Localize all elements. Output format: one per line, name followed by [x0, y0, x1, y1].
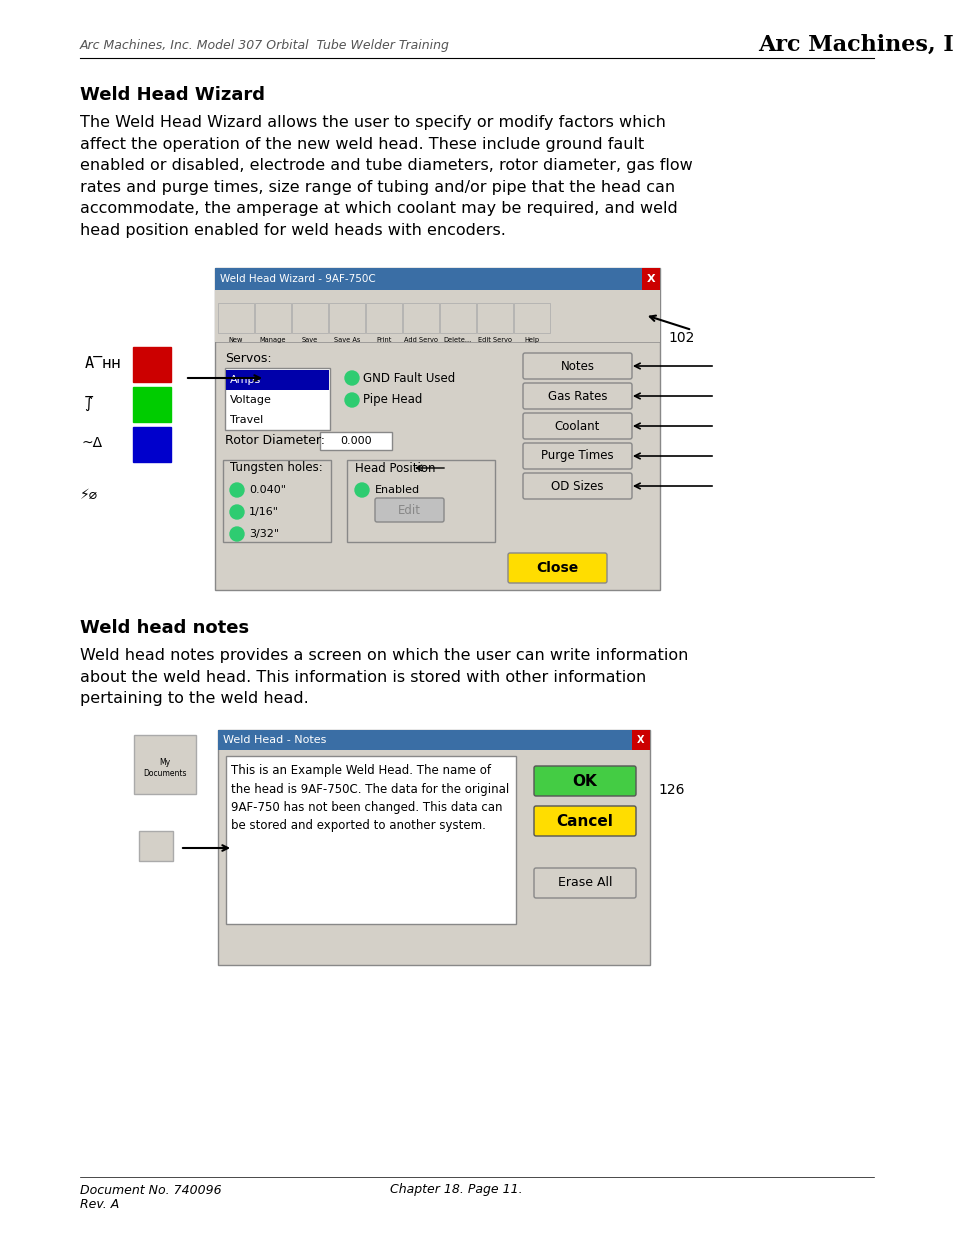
- FancyBboxPatch shape: [319, 432, 392, 450]
- FancyBboxPatch shape: [366, 303, 401, 333]
- FancyBboxPatch shape: [631, 730, 649, 750]
- Text: 0.040": 0.040": [249, 485, 286, 495]
- FancyBboxPatch shape: [522, 383, 631, 409]
- Text: Coolant: Coolant: [555, 420, 599, 432]
- Text: Purge Times: Purge Times: [540, 450, 613, 462]
- Bar: [132, 427, 171, 462]
- FancyBboxPatch shape: [214, 268, 659, 590]
- FancyBboxPatch shape: [534, 868, 636, 898]
- FancyBboxPatch shape: [226, 370, 329, 390]
- FancyBboxPatch shape: [225, 368, 330, 430]
- Circle shape: [230, 527, 244, 541]
- Text: This is an Example Weld Head. The name of
the head is 9AF-750C. The data for the: This is an Example Weld Head. The name o…: [231, 764, 509, 832]
- Text: 102: 102: [667, 331, 694, 345]
- Text: New: New: [229, 337, 243, 343]
- FancyBboxPatch shape: [476, 303, 513, 333]
- Text: Print: Print: [375, 337, 392, 343]
- FancyBboxPatch shape: [522, 473, 631, 499]
- Text: Weld head notes: Weld head notes: [80, 619, 249, 637]
- Text: Arc Machines, Inc.: Arc Machines, Inc.: [758, 35, 953, 56]
- Text: 1/16": 1/16": [249, 508, 278, 517]
- Text: ⚡⌀: ⚡⌀: [80, 488, 98, 501]
- FancyBboxPatch shape: [507, 553, 606, 583]
- Circle shape: [230, 505, 244, 519]
- Text: 3/32": 3/32": [249, 529, 279, 538]
- FancyBboxPatch shape: [375, 498, 443, 522]
- FancyBboxPatch shape: [329, 303, 365, 333]
- Text: GND Fault Used: GND Fault Used: [363, 372, 455, 384]
- Bar: [132, 347, 171, 382]
- Text: Tungsten holes:: Tungsten holes:: [230, 462, 322, 474]
- Text: Servos:: Servos:: [225, 352, 272, 364]
- FancyBboxPatch shape: [226, 756, 516, 924]
- Text: Add Servo: Add Servo: [403, 337, 437, 343]
- Text: Rotor Diameter:: Rotor Diameter:: [225, 433, 325, 447]
- Text: Enabled: Enabled: [375, 485, 419, 495]
- Text: Weld Head Wizard - 9AF-750C: Weld Head Wizard - 9AF-750C: [220, 274, 375, 284]
- FancyBboxPatch shape: [214, 268, 659, 290]
- Text: 0.000: 0.000: [340, 436, 372, 446]
- FancyBboxPatch shape: [218, 730, 649, 750]
- Text: Weld Head - Notes: Weld Head - Notes: [223, 735, 326, 745]
- Text: 126: 126: [658, 783, 684, 797]
- Text: Save As: Save As: [334, 337, 360, 343]
- Text: Edit: Edit: [397, 504, 420, 516]
- Text: Chapter 18. Page 11.: Chapter 18. Page 11.: [390, 1183, 522, 1197]
- Text: Weld head notes provides a screen on which the user can write information
about : Weld head notes provides a screen on whi…: [80, 648, 688, 706]
- Text: ~Δ: ~Δ: [82, 436, 103, 450]
- Text: Help: Help: [524, 337, 539, 343]
- Text: Gas Rates: Gas Rates: [547, 389, 607, 403]
- FancyBboxPatch shape: [402, 303, 438, 333]
- FancyBboxPatch shape: [514, 303, 550, 333]
- Text: X: X: [646, 274, 655, 284]
- Text: Document No. 740096: Document No. 740096: [80, 1183, 221, 1197]
- Text: Travel: Travel: [230, 415, 263, 425]
- Text: Manage: Manage: [259, 337, 286, 343]
- Text: Save: Save: [301, 337, 317, 343]
- FancyBboxPatch shape: [254, 303, 291, 333]
- Bar: [132, 387, 171, 422]
- FancyBboxPatch shape: [214, 290, 659, 342]
- Text: Delete...: Delete...: [443, 337, 472, 343]
- Text: Cancel: Cancel: [556, 814, 613, 829]
- FancyBboxPatch shape: [522, 412, 631, 438]
- Text: Rev. A: Rev. A: [80, 1198, 119, 1212]
- Circle shape: [345, 370, 358, 385]
- FancyBboxPatch shape: [522, 443, 631, 469]
- Circle shape: [230, 483, 244, 496]
- Text: Amps: Amps: [230, 375, 261, 385]
- FancyBboxPatch shape: [133, 735, 195, 794]
- FancyBboxPatch shape: [347, 459, 495, 542]
- Text: Edit Servo: Edit Servo: [477, 337, 512, 343]
- Circle shape: [355, 483, 369, 496]
- Text: OD Sizes: OD Sizes: [551, 479, 603, 493]
- FancyBboxPatch shape: [223, 459, 331, 542]
- FancyBboxPatch shape: [292, 303, 328, 333]
- Text: Arc Machines, Inc. Model 307 Orbital  Tube Welder Training: Arc Machines, Inc. Model 307 Orbital Tub…: [80, 38, 450, 52]
- Text: Notes: Notes: [560, 359, 594, 373]
- Text: Voltage: Voltage: [230, 395, 272, 405]
- Text: Head Position: Head Position: [355, 462, 435, 474]
- Text: The Weld Head Wizard allows the user to specify or modify factors which
affect t: The Weld Head Wizard allows the user to …: [80, 115, 692, 238]
- FancyBboxPatch shape: [218, 303, 253, 333]
- FancyBboxPatch shape: [534, 806, 636, 836]
- Text: A̅ʜʜ: A̅ʜʜ: [85, 356, 121, 370]
- Text: Erase All: Erase All: [558, 877, 612, 889]
- Circle shape: [345, 393, 358, 408]
- FancyBboxPatch shape: [641, 268, 659, 290]
- Text: Pipe Head: Pipe Head: [363, 394, 422, 406]
- Text: Close: Close: [536, 561, 578, 576]
- Text: My
Documents: My Documents: [143, 758, 187, 778]
- FancyBboxPatch shape: [139, 831, 172, 861]
- FancyBboxPatch shape: [439, 303, 476, 333]
- Text: OK: OK: [572, 773, 597, 788]
- FancyBboxPatch shape: [522, 353, 631, 379]
- Text: X: X: [637, 735, 644, 745]
- FancyBboxPatch shape: [534, 766, 636, 797]
- Text: Weld Head Wizard: Weld Head Wizard: [80, 86, 265, 104]
- FancyBboxPatch shape: [218, 730, 649, 965]
- Text: ∫̅: ∫̅: [85, 395, 92, 410]
